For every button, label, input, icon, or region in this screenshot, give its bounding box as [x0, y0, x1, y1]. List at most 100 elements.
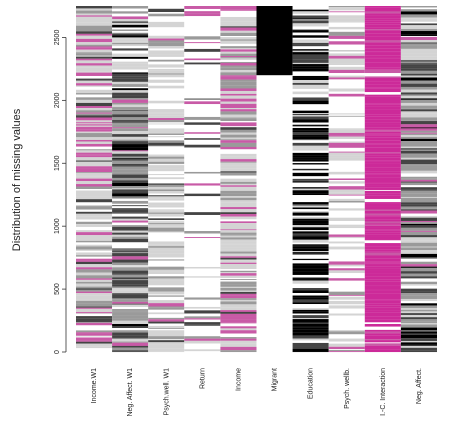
heatmap-cell [76, 235, 113, 238]
heatmap-cell [292, 91, 329, 95]
heatmap-cell [148, 33, 185, 36]
heatmap-cell [112, 144, 149, 148]
heatmap-cell [292, 323, 329, 327]
heatmap-cell [364, 182, 401, 184]
heatmap-cell [292, 329, 329, 333]
heatmap-cell [400, 111, 437, 114]
heatmap-cell [76, 54, 113, 56]
heatmap-cell [76, 278, 113, 280]
heatmap-cell [292, 252, 329, 254]
heatmap-cell [328, 321, 365, 324]
heatmap-cell [112, 165, 149, 167]
heatmap-cell [400, 298, 437, 302]
heatmap-cell [400, 190, 437, 193]
heatmap-cell [292, 140, 329, 143]
heatmap-cell [400, 121, 437, 125]
heatmap-cell [76, 157, 113, 161]
heatmap-cell [76, 202, 113, 206]
heatmap-cell [148, 175, 185, 178]
heatmap-cell [364, 84, 401, 88]
heatmap-cell [328, 346, 365, 350]
heatmap-cell [112, 27, 149, 30]
heatmap-cell [112, 303, 149, 305]
heatmap-cell [400, 87, 437, 90]
heatmap-cell [220, 259, 257, 261]
heatmap-cell [400, 220, 437, 223]
heatmap-cell [148, 56, 185, 60]
heatmap-cell [220, 144, 257, 148]
heatmap-cell [220, 56, 257, 58]
heatmap-cell [292, 308, 329, 310]
heatmap-cell [220, 153, 257, 157]
heatmap-cell [184, 235, 221, 238]
heatmap-cell [364, 127, 401, 130]
heatmap-cell [148, 99, 185, 101]
heatmap-cell [328, 105, 365, 109]
heatmap-cell [76, 89, 113, 94]
heatmap-cell [220, 181, 257, 184]
heatmap-cell [184, 271, 221, 275]
heatmap-cell [184, 175, 221, 178]
heatmap-cell [400, 18, 437, 21]
heatmap-cell [400, 134, 437, 138]
heatmap-cell [364, 202, 401, 204]
heatmap-cell [76, 133, 113, 136]
heatmap-cell [292, 271, 329, 275]
heatmap-cell [220, 172, 257, 176]
heatmap-cell [220, 284, 257, 287]
heatmap-cell [148, 140, 185, 143]
heatmap-cell [328, 324, 365, 327]
heatmap-cell [184, 276, 221, 278]
heatmap-cell [364, 94, 401, 97]
heatmap-cell [400, 101, 437, 103]
heatmap-cell [76, 10, 113, 14]
heatmap-cell [220, 350, 257, 353]
heatmap-cell [328, 63, 365, 66]
heatmap-cell [364, 314, 401, 317]
heatmap-cell [400, 189, 437, 191]
heatmap-cell [292, 75, 329, 78]
heatmap-cell [76, 246, 113, 250]
heatmap-cell [112, 311, 149, 313]
heatmap-cell [292, 159, 329, 162]
heatmap-cell [184, 268, 221, 272]
heatmap-cell [220, 43, 257, 47]
heatmap-cell [400, 73, 437, 76]
heatmap-cell [148, 48, 185, 50]
heatmap-cell [292, 126, 329, 129]
heatmap-cell [220, 79, 257, 82]
heatmap-cell [220, 295, 257, 299]
heatmap-cell [112, 237, 149, 239]
heatmap-cell [220, 343, 257, 347]
heatmap-cell [148, 347, 185, 349]
heatmap-cell [328, 283, 365, 287]
heatmap-cell [76, 312, 113, 314]
heatmap-cell [328, 222, 365, 225]
heatmap-cell [400, 153, 437, 155]
heatmap-cell [364, 307, 401, 311]
heatmap-cell [76, 42, 113, 45]
heatmap-cell [184, 343, 221, 347]
heatmap-cell [112, 209, 149, 213]
heatmap-cell [184, 218, 221, 222]
heatmap-cell [364, 40, 401, 43]
heatmap-cell [112, 6, 149, 9]
heatmap-cell [148, 18, 185, 20]
heatmap-cell [220, 304, 257, 308]
heatmap-cell [148, 168, 185, 172]
heatmap-cell [148, 68, 185, 71]
heatmap-cell [112, 318, 149, 321]
heatmap-cell [220, 263, 257, 267]
heatmap-cell [112, 249, 149, 251]
heatmap-cell [364, 229, 401, 231]
heatmap-cell [220, 117, 257, 119]
heatmap-cell [184, 13, 221, 17]
heatmap-cell [328, 341, 365, 344]
y-tick-label: 1000 [54, 218, 61, 234]
heatmap-cell [220, 235, 257, 238]
heatmap-cell [328, 167, 365, 170]
heatmap-cell [184, 233, 221, 236]
heatmap-cell [364, 144, 401, 148]
heatmap-cell [400, 322, 437, 325]
heatmap-cell [148, 323, 185, 326]
